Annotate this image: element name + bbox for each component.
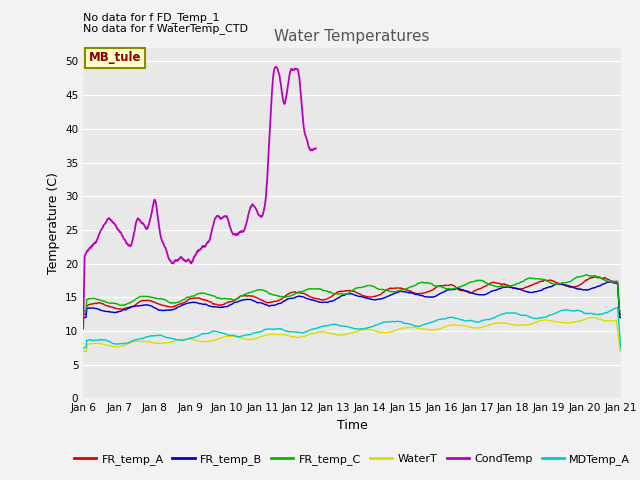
WaterT xyxy=(328,331,336,336)
X-axis label: Time: Time xyxy=(337,419,367,432)
FR_temp_A xyxy=(143,298,150,303)
MDTemp_A xyxy=(617,345,625,351)
CondTemp xyxy=(79,325,87,331)
MDTemp_A xyxy=(385,319,393,324)
Line: FR_temp_B: FR_temp_B xyxy=(83,281,621,318)
FR_temp_B xyxy=(385,293,393,299)
Legend: FR_temp_A, FR_temp_B, FR_temp_C, WaterT, CondTemp, MDTemp_A: FR_temp_A, FR_temp_B, FR_temp_C, WaterT,… xyxy=(69,449,635,469)
Text: No data for f FD_Temp_1: No data for f FD_Temp_1 xyxy=(83,12,220,23)
Line: WaterT: WaterT xyxy=(83,317,621,351)
WaterT xyxy=(307,331,315,336)
FR_temp_B xyxy=(617,315,625,321)
FR_temp_B xyxy=(79,315,87,321)
Line: FR_temp_C: FR_temp_C xyxy=(83,275,621,311)
FR_temp_A xyxy=(328,293,336,299)
WaterT xyxy=(589,314,596,320)
FR_temp_A xyxy=(617,312,625,317)
MDTemp_A xyxy=(328,322,336,327)
FR_temp_C xyxy=(143,294,150,300)
FR_temp_C xyxy=(328,290,336,296)
FR_temp_C xyxy=(319,288,326,293)
WaterT xyxy=(143,339,150,345)
FR_temp_A xyxy=(121,305,129,311)
FR_temp_C xyxy=(582,272,590,277)
FR_temp_C xyxy=(385,288,393,294)
FR_temp_A xyxy=(385,286,393,291)
FR_temp_C xyxy=(307,286,315,291)
MDTemp_A xyxy=(319,324,326,329)
CondTemp xyxy=(143,226,150,232)
CondTemp xyxy=(121,237,129,242)
Line: FR_temp_A: FR_temp_A xyxy=(83,276,621,314)
Text: MB_tule: MB_tule xyxy=(88,51,141,64)
WaterT xyxy=(385,329,393,335)
FR_temp_A xyxy=(319,297,326,303)
WaterT xyxy=(319,329,326,335)
MDTemp_A xyxy=(143,334,150,340)
MDTemp_A xyxy=(613,305,621,311)
MDTemp_A xyxy=(121,341,129,347)
FR_temp_C xyxy=(121,302,129,308)
Line: CondTemp: CondTemp xyxy=(83,67,316,328)
FR_temp_C xyxy=(79,308,87,314)
FR_temp_B xyxy=(307,297,315,303)
Y-axis label: Temperature (C): Temperature (C) xyxy=(47,172,60,274)
MDTemp_A xyxy=(79,345,87,351)
Title: Water Temperatures: Water Temperatures xyxy=(275,29,429,44)
FR_temp_B xyxy=(319,300,326,305)
Text: No data for f WaterTemp_CTD: No data for f WaterTemp_CTD xyxy=(83,23,248,34)
MDTemp_A xyxy=(307,326,315,332)
FR_temp_C xyxy=(617,308,625,314)
WaterT xyxy=(121,342,129,348)
FR_temp_B xyxy=(609,278,617,284)
WaterT xyxy=(79,348,87,354)
FR_temp_B xyxy=(328,298,336,304)
FR_temp_A xyxy=(79,312,87,317)
FR_temp_A xyxy=(307,295,315,300)
FR_temp_A xyxy=(591,274,599,279)
WaterT xyxy=(617,348,625,354)
FR_temp_B xyxy=(121,307,129,312)
Line: MDTemp_A: MDTemp_A xyxy=(83,308,621,348)
FR_temp_B xyxy=(143,302,150,308)
CondTemp xyxy=(307,146,315,152)
